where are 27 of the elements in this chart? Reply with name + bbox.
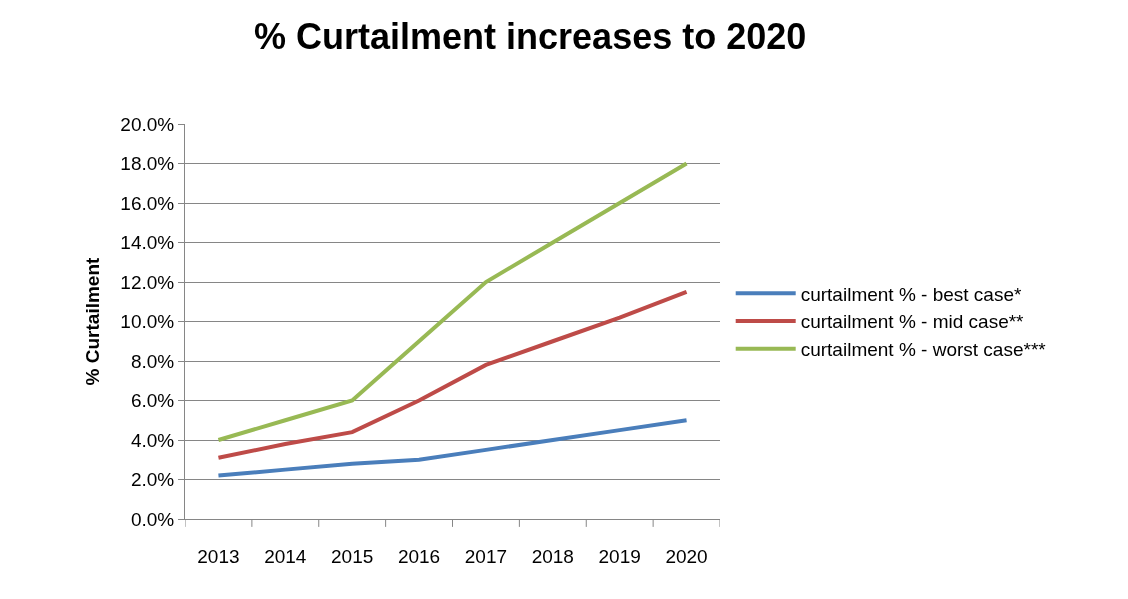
chart-title: % Curtailment increases to 2020 xyxy=(254,15,807,57)
y-tick-label: 4.0% xyxy=(130,429,175,451)
x-tick-label: 2015 xyxy=(331,545,374,567)
legend-label: curtailment % - mid case** xyxy=(800,311,1025,333)
y-tick-label: 16.0% xyxy=(120,192,175,214)
line-series xyxy=(216,418,689,478)
x-tick-label: 2014 xyxy=(264,545,307,567)
y-tick-label: 14.0% xyxy=(120,232,175,254)
y-tick-label: 8.0% xyxy=(130,350,175,372)
x-tick-label: 2017 xyxy=(464,545,508,567)
y-tick-label: 6.0% xyxy=(130,390,175,412)
y-tick-label: 10.0% xyxy=(120,311,175,333)
x-tick-label: 2019 xyxy=(598,545,641,567)
y-tick-label: 2.0% xyxy=(130,469,175,491)
y-tick-label: 20.0% xyxy=(120,113,175,135)
line-series xyxy=(216,161,689,442)
x-tick-label: 2013 xyxy=(197,545,240,567)
legend-label: curtailment % - best case* xyxy=(800,283,1022,305)
y-tick-label: 18.0% xyxy=(120,153,175,175)
y-axis-title: % Curtailment xyxy=(82,256,104,386)
legend-label: curtailment % - worst case*** xyxy=(800,339,1047,361)
x-tick-label: 2016 xyxy=(397,545,441,567)
y-tick-label: 12.0% xyxy=(120,271,175,293)
x-tick-label: 2020 xyxy=(665,545,708,567)
x-tick-label: 2018 xyxy=(531,545,574,567)
y-tick-label: 0.0% xyxy=(130,508,175,530)
line-series xyxy=(216,289,689,460)
